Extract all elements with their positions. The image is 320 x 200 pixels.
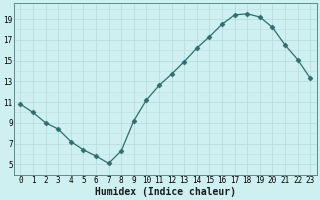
X-axis label: Humidex (Indice chaleur): Humidex (Indice chaleur) <box>95 186 236 197</box>
